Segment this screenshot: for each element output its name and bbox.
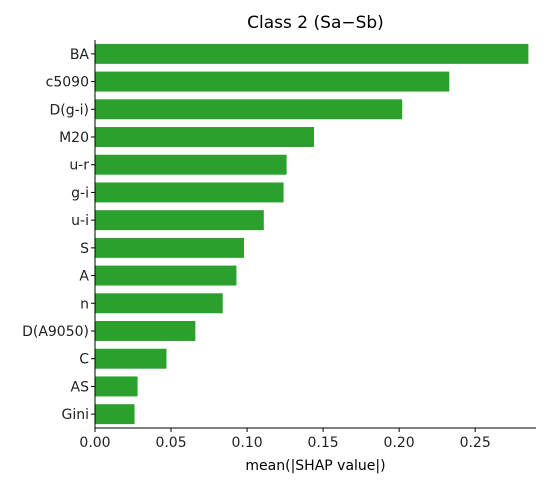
bar-0 (95, 43, 529, 64)
x-tick-label-0: 0.00 (79, 435, 110, 451)
y-tick-label-4: u-r (69, 158, 89, 174)
bar-9 (95, 293, 223, 314)
y-tick-label-6: u-i (71, 213, 89, 229)
x-tick-label-5: 0.25 (460, 435, 491, 451)
bar-6 (95, 210, 264, 231)
bar-1 (95, 71, 450, 92)
x-tick-label-3: 0.15 (308, 435, 339, 451)
x-axis-label: mean(|SHAP value|) (245, 458, 385, 474)
y-axis-ticks: BA c5090 D(g-i) M20 u-r g-i u-i SAn D(A9050) C AS G… (22, 47, 95, 423)
y-tick-label-5: g-i (71, 185, 89, 201)
y-tick-label-11: C (79, 352, 89, 368)
y-tick-label-10: D(A9050) (22, 324, 89, 340)
y-tick-label-3: M20 (59, 130, 89, 146)
bar-7 (95, 237, 245, 258)
y-tick-label-9: n (80, 296, 89, 312)
y-tick-label-1: c5090 (46, 75, 89, 91)
chart-title: Class 2 (Sa−Sb) (247, 13, 384, 33)
bar-8 (95, 265, 237, 286)
x-tick-label-1: 0.05 (155, 435, 186, 451)
y-tick-label-8: A (79, 269, 89, 285)
y-tick-label-2: D(g-i) (49, 102, 89, 118)
y-tick-label-0: BA (70, 47, 90, 63)
bar-2 (95, 99, 403, 120)
bar-12 (95, 376, 138, 397)
x-tick-label-2: 0.10 (231, 435, 262, 451)
bar-13 (95, 404, 135, 425)
y-tick-label-7: S (80, 241, 89, 257)
bar-5 (95, 182, 284, 203)
bar-4 (95, 154, 287, 175)
bars-group (95, 43, 529, 425)
y-tick-label-12: AS (71, 379, 90, 395)
bar-3 (95, 127, 314, 147)
bar-11 (95, 348, 167, 369)
x-axis-ticks: 0.00 0.05 0.10 0.15 0.20 0.25 (79, 428, 491, 451)
bar-10 (95, 321, 196, 341)
y-tick-label-13: Gini (61, 407, 89, 423)
x-tick-label-4: 0.20 (384, 435, 415, 451)
